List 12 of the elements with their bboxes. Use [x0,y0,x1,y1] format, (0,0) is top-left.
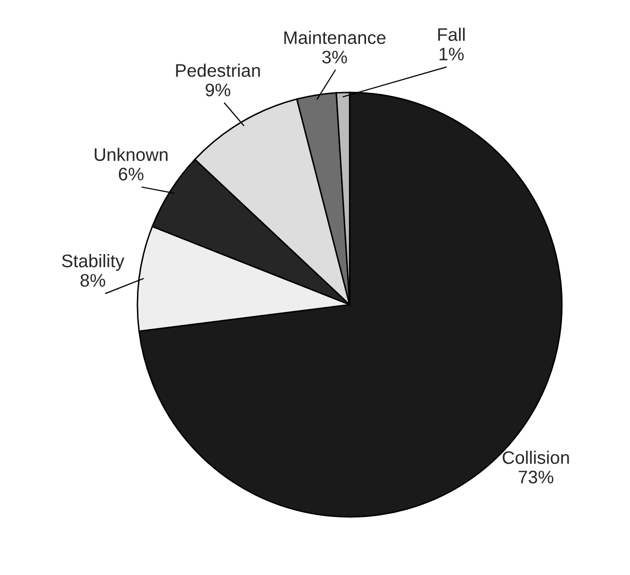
slice-label: Stability [62,254,124,271]
slice-label: Pedestrian [176,64,260,77]
slice-label: Collision [502,450,569,464]
data-label: 9% [206,84,230,96]
data-label: 73% [518,470,554,484]
data-label: 8% [80,274,106,287]
slice-label: Maintenance [284,30,386,44]
slice-label: Fall [438,28,465,41]
data-label: 6% [118,168,144,180]
data-label: 3% [322,50,347,64]
data-label: 1% [440,48,464,60]
slice-label: Unknown [94,148,168,162]
